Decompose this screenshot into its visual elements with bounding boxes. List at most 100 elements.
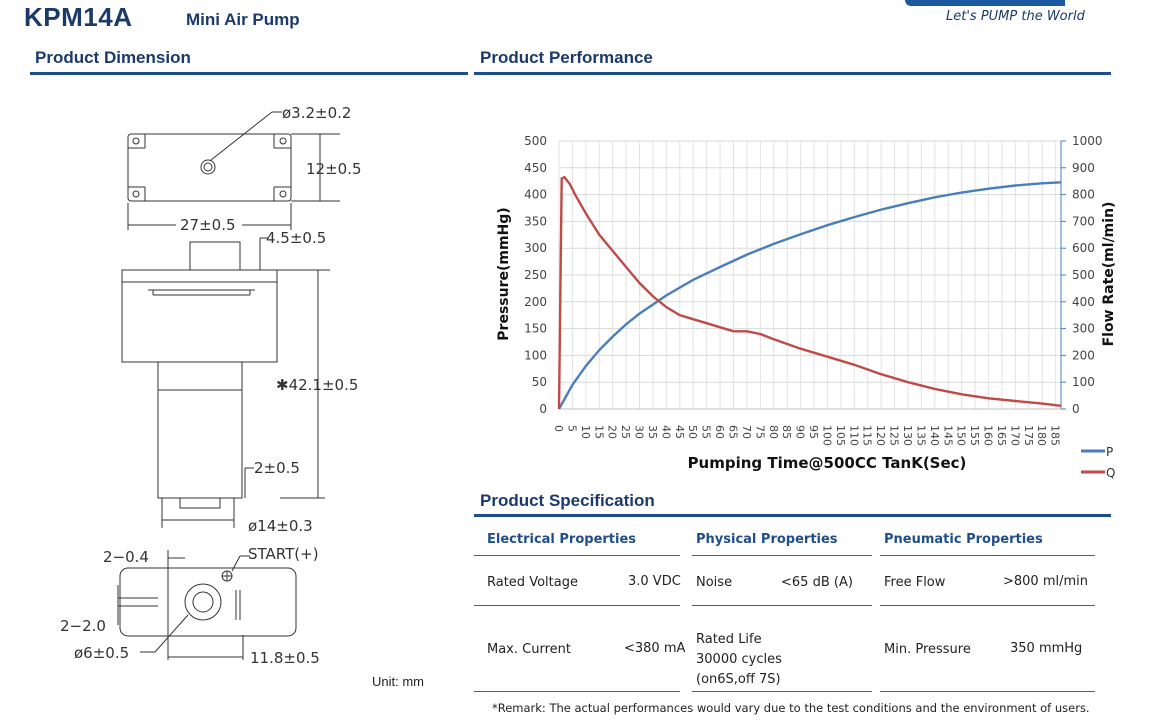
spec-value: 3.0 VDC [628, 574, 681, 589]
y-axis-right: 0 100 200 300 400 500 600 700 800 900 1000 [1060, 134, 1103, 416]
x-tick-label: 55 [700, 425, 713, 439]
y-tick-left: 400 [524, 188, 547, 202]
dim-height: 12±0.5 [306, 160, 362, 178]
x-axis: 0 5 10 15 20 25 30 35 40 45 50 55 60 65 70 75 80 85 90 95 10… [552, 408, 1062, 446]
dim-outlet: ø6±0.5 [74, 644, 129, 662]
x-tick-label: 170 [1008, 425, 1021, 446]
x-tick-label: 130 [901, 425, 914, 446]
y-axis-left-label: Pressure(mmHg) [496, 207, 512, 340]
x-tick-label: 95 [807, 425, 820, 439]
section-divider [474, 514, 1111, 517]
y-tick-right: 200 [1072, 348, 1095, 362]
spec-rule [474, 555, 680, 556]
y-tick-right: 0 [1072, 402, 1080, 416]
y-tick-left: 300 [524, 241, 547, 255]
y-tick-right: 100 [1072, 375, 1095, 389]
remark-note: *Remark: The actual performances would v… [492, 701, 1090, 715]
dim-gap: 2±0.5 [254, 459, 300, 477]
chart-legend: PQ [1081, 445, 1115, 480]
spec-value: <380 mA [624, 641, 686, 656]
x-tick-label: 155 [968, 425, 981, 446]
dim-diameter: ø14±0.3 [248, 517, 313, 535]
brand-slogan: Let's PUMP the World [946, 9, 1085, 24]
motor-body [157, 389, 243, 499]
spec-header-pneumatic: Pneumatic Properties [884, 532, 1043, 547]
section-title-dimension: Product Dimension [35, 48, 191, 67]
y-tick-left: 500 [524, 134, 547, 148]
spec-rule [880, 691, 1095, 692]
x-tick-label: 80 [767, 425, 780, 439]
x-tick-label: 70 [740, 425, 753, 439]
y-tick-left: 0 [539, 402, 547, 416]
spec-label: Noise [696, 575, 733, 590]
dimension-drawing: ø3.2±0.2 12±0.5 27±0.5 4.5±0.5 ✱42.1±0.5… [60, 104, 362, 667]
dim-tab-width: 2−0.4 [103, 548, 149, 566]
x-tick-label: 110 [847, 425, 860, 446]
x-tick-label: 90 [794, 425, 807, 439]
y-tick-left: 100 [524, 348, 547, 362]
spec-label: Max. Current [487, 642, 571, 657]
x-tick-label: 85 [780, 425, 793, 439]
x-tick-label: 180 [1035, 425, 1048, 446]
y-tick-left: 250 [524, 268, 547, 282]
y-tick-right: 500 [1072, 268, 1095, 282]
x-tick-label: 135 [914, 425, 927, 446]
x-tick-label: 150 [955, 425, 968, 446]
legend-label-P: P [1106, 445, 1113, 459]
product-subtitle: Mini Air Pump [186, 10, 300, 29]
y-tick-right: 300 [1072, 322, 1095, 336]
y-tick-left: 200 [524, 295, 547, 309]
spec-label: (on6S,off 7S) [696, 672, 781, 687]
x-tick-label: 100 [820, 425, 833, 446]
dim-hole: ø3.2±0.2 [282, 104, 351, 122]
x-tick-label: 40 [659, 425, 672, 439]
x-axis-label: Pumping Time@500CC TanK(Sec) [688, 454, 967, 472]
spec-rule [474, 605, 680, 606]
top-view-outline [127, 133, 292, 202]
section-divider [474, 72, 1111, 75]
x-tick-label: 140 [928, 425, 941, 446]
unit-label: Unit: mm [372, 674, 424, 689]
spec-value: <65 dB (A) [781, 575, 853, 590]
spec-header-physical: Physical Properties [696, 532, 838, 547]
x-tick-label: 60 [713, 425, 726, 439]
y-axis-left: 0 50 100 150 200 250 300 350 400 450 500 [524, 134, 547, 416]
legend-label-Q: Q [1106, 466, 1115, 480]
x-tick-label: 35 [646, 425, 659, 439]
y-tick-left: 450 [524, 161, 547, 175]
x-tick-label: 25 [619, 425, 632, 439]
x-tick-label: 165 [995, 425, 1008, 446]
x-tick-label: 0 [552, 425, 565, 432]
x-tick-label: 20 [606, 425, 619, 439]
dim-length: ✱42.1±0.5 [276, 376, 358, 394]
y-tick-left: 50 [532, 375, 547, 389]
x-tick-label: 15 [592, 425, 605, 439]
x-tick-label: 160 [982, 425, 995, 446]
y-tick-right: 800 [1072, 188, 1095, 202]
x-tick-label: 65 [726, 425, 739, 439]
y-tick-right: 700 [1072, 214, 1095, 228]
dim-tab-height: 2−2.0 [60, 617, 106, 635]
section-divider [30, 72, 468, 75]
dim-offset: 11.8±0.5 [250, 649, 320, 667]
series-line-Q [557, 175, 1062, 410]
x-tick-label: 125 [888, 425, 901, 446]
x-tick-label: 185 [1049, 425, 1062, 446]
dim-shaft: 4.5±0.5 [266, 229, 326, 247]
spec-rule [474, 691, 680, 692]
section-title-performance: Product Performance [480, 48, 653, 67]
bottom-view-outline [119, 567, 297, 637]
spec-rule [692, 605, 872, 606]
y-tick-right: 1000 [1072, 134, 1103, 148]
spec-label: Rated Life [696, 632, 762, 647]
x-tick-label: 5 [565, 425, 578, 432]
spec-rule [692, 555, 872, 556]
spec-label: Min. Pressure [884, 642, 971, 657]
spec-rule [692, 691, 872, 692]
spec-value: >800 ml/min [1003, 574, 1089, 589]
spec-label: Rated Voltage [487, 575, 578, 590]
x-tick-label: 115 [861, 425, 874, 446]
y-tick-right: 400 [1072, 295, 1095, 309]
spec-label: 30000 cycles [696, 652, 782, 667]
